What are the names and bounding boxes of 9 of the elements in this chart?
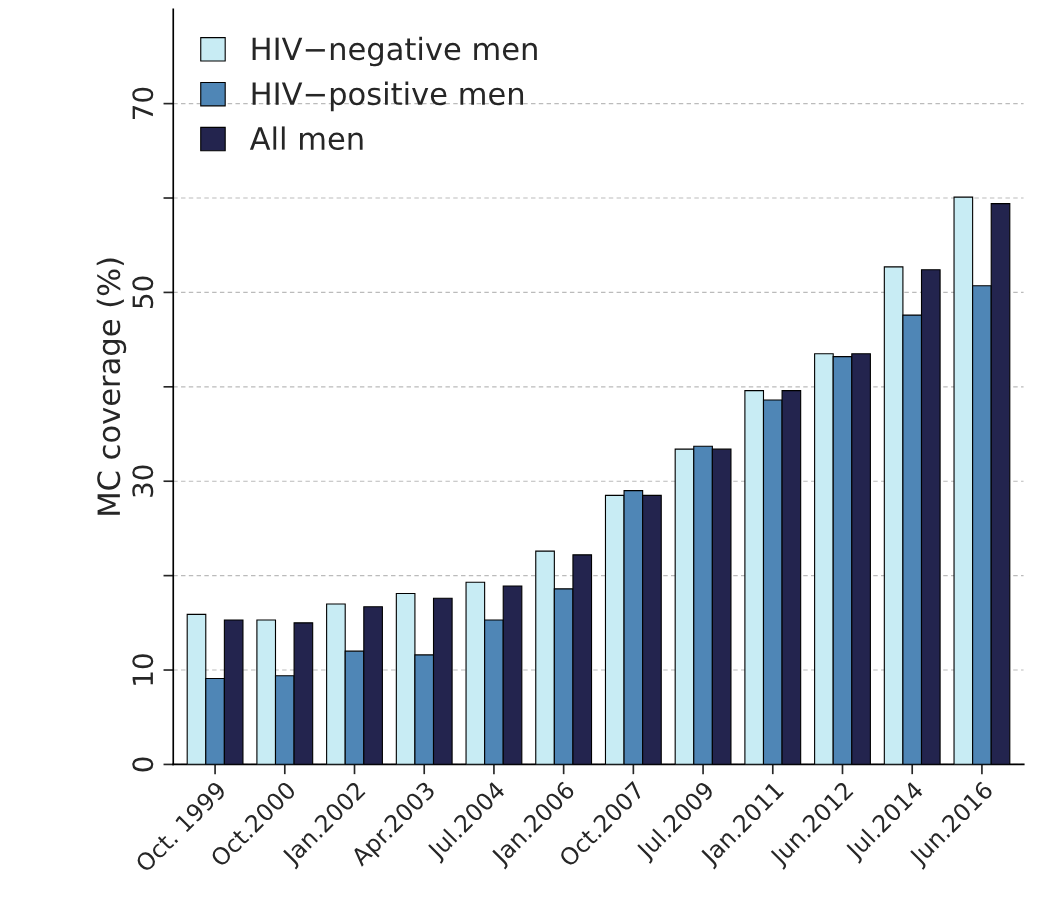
legend-label: HIV−negative men (252, 36, 537, 67)
legend-label: HIV−positive men (252, 81, 524, 112)
y-tick-label: 30 (132, 465, 154, 497)
legend-label: All men (249, 126, 363, 151)
y-tick-label: 10 (132, 654, 154, 685)
y-axis-title: MC coverage (%) (96, 258, 127, 515)
y-tick-label: 70 (132, 87, 154, 120)
y-tick-label: 0 (132, 757, 154, 772)
y-tick-label: 50 (132, 276, 154, 308)
